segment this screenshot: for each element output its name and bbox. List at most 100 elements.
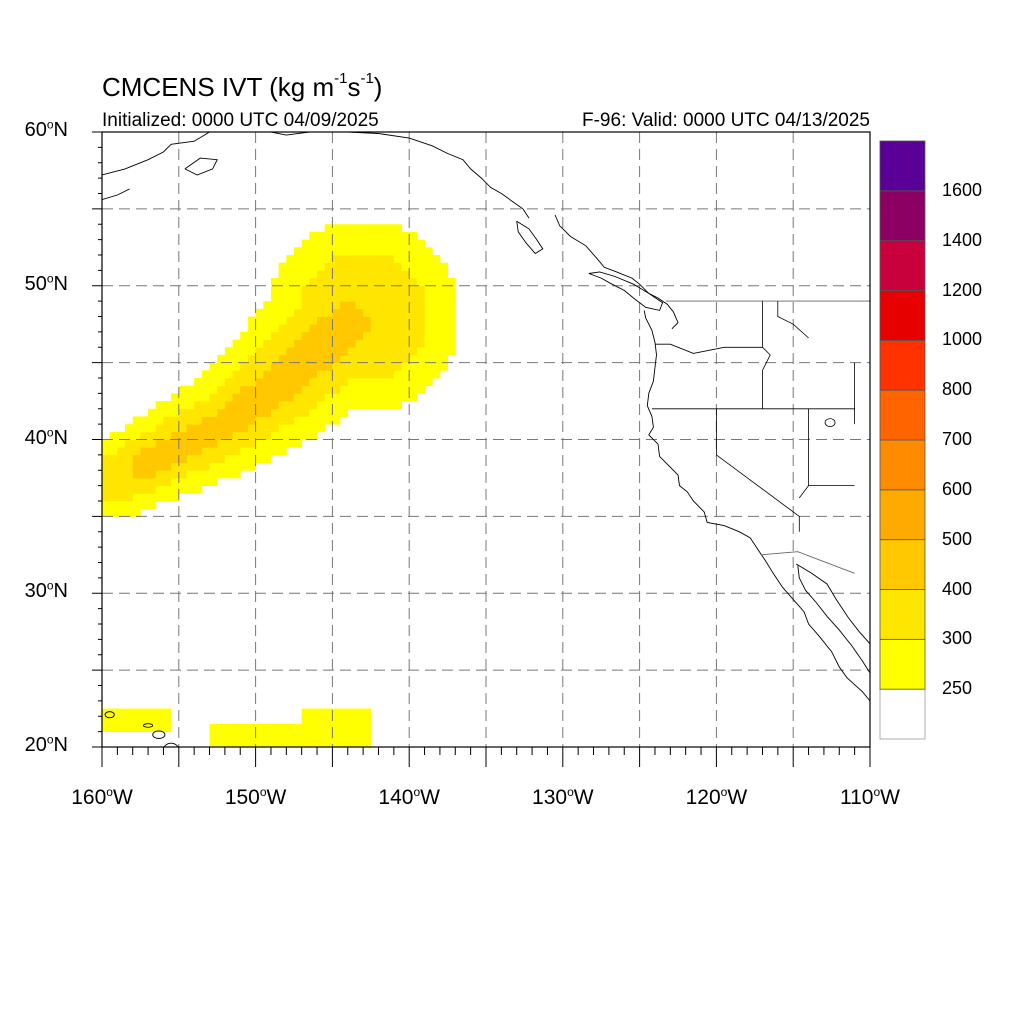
ivt-cell: [332, 293, 341, 302]
ivt-cell: [347, 370, 356, 379]
ivt-cell: [301, 339, 310, 348]
ivt-field: [102, 224, 456, 747]
ivt-cell: [232, 462, 241, 471]
ivt-cell: [286, 308, 295, 317]
ivt-cell: [401, 231, 410, 241]
ivt-cell: [155, 408, 164, 417]
ivt-cell: [324, 331, 333, 340]
ivt-cell: [393, 393, 402, 402]
ivt-cell: [332, 262, 341, 271]
ivt-cell: [332, 339, 341, 348]
ivt-cell: [255, 431, 264, 440]
ivt-cell: [324, 362, 333, 371]
ivt-cell: [309, 324, 318, 333]
ivt-cell: [117, 508, 126, 517]
ivt-cell: [140, 454, 149, 463]
ivt-cell: [340, 408, 349, 417]
ivt-cell: [363, 354, 372, 364]
ivt-cell: [186, 393, 195, 402]
ivt-cell: [247, 324, 256, 333]
ivt-cell: [370, 347, 379, 356]
ivt-cell: [217, 447, 226, 456]
ivt-cell: [278, 278, 287, 287]
lat-label: 20oN: [24, 732, 68, 756]
ivt-cell: [424, 354, 433, 364]
ivt-cell: [209, 362, 218, 371]
initialized-time: Initialized: 0000 UTC 04/09/2025: [102, 110, 379, 131]
ivt-cell: [347, 401, 356, 410]
ivt-cell: [317, 293, 326, 302]
ivt-cell: [247, 416, 256, 425]
ivt-cell: [363, 739, 372, 747]
ivt-cell: [432, 370, 441, 379]
ivt-cell: [363, 278, 372, 287]
ivt-cell: [355, 401, 364, 410]
vancouver-island-coast: [588, 271, 664, 311]
ivt-cell: [194, 470, 203, 479]
ivt-cell: [263, 731, 272, 740]
ivt-cell: [386, 301, 395, 310]
ivt-cell: [278, 439, 287, 448]
ivt-cell: [393, 347, 402, 356]
ivt-cell: [324, 739, 333, 747]
ivt-cell: [409, 270, 418, 279]
ivt-cell: [201, 401, 210, 410]
ivt-cell: [309, 301, 318, 310]
great-salt-lake: [824, 418, 836, 427]
ivt-cell: [132, 485, 141, 494]
ivt-cell: [393, 385, 402, 394]
ivt-cell: [324, 255, 333, 264]
ivt-cell: [424, 278, 433, 287]
ivt-cell: [155, 439, 164, 448]
ivt-cell: [355, 231, 364, 241]
ivt-cell: [355, 716, 364, 725]
ivt-cell: [439, 262, 448, 271]
ivt-cell: [294, 308, 303, 317]
ivt-cell: [140, 493, 149, 502]
ivt-cell: [317, 401, 326, 410]
ivt-cell: [294, 416, 303, 425]
ivt-cell: [171, 447, 180, 456]
ivt-cell: [217, 454, 226, 463]
ivt-cell: [163, 416, 172, 425]
ivt-cell: [355, 316, 364, 325]
ivt-cell: [355, 731, 364, 740]
ivt-cell: [255, 378, 264, 387]
ivt-cell: [309, 362, 318, 371]
british-columbia-coast: [554, 214, 679, 330]
ivt-cell: [378, 393, 387, 402]
ivt-cell: [278, 354, 287, 364]
ivt-cell: [324, 285, 333, 294]
ivt-cell: [209, 385, 218, 394]
ivt-cell: [278, 308, 287, 317]
ivt-cell: [416, 362, 425, 371]
ivt-cell: [294, 370, 303, 379]
ivt-cell: [294, 385, 303, 394]
ivt-cell: [247, 385, 256, 394]
ivt-cell: [332, 370, 341, 379]
ivt-cell: [224, 470, 233, 479]
ivt-cell: [393, 285, 402, 294]
ivt-cell: [301, 255, 310, 264]
ivt-cell: [317, 231, 326, 241]
ivt-cell: [370, 224, 379, 233]
ivt-cell: [332, 224, 341, 233]
ivt-cell: [140, 501, 149, 510]
ivt-cell: [439, 362, 448, 371]
ivt-cell: [363, 378, 372, 387]
ivt-cell: [317, 416, 326, 425]
ivt-cell: [117, 501, 126, 510]
ivt-cell: [309, 331, 318, 340]
ivt-cell: [286, 347, 295, 356]
ivt-cell: [363, 231, 372, 241]
ivt-cell: [432, 278, 441, 287]
ivt-cell: [270, 431, 280, 440]
ivt-cell: [309, 739, 318, 747]
ivt-cell: [286, 331, 295, 340]
ivt-cell: [278, 378, 287, 387]
ivt-cell: [324, 347, 333, 356]
ivt-cell: [294, 424, 303, 433]
ivt-cell: [178, 408, 187, 417]
ivt-cell: [370, 247, 379, 256]
ivt-cell: [240, 393, 249, 402]
